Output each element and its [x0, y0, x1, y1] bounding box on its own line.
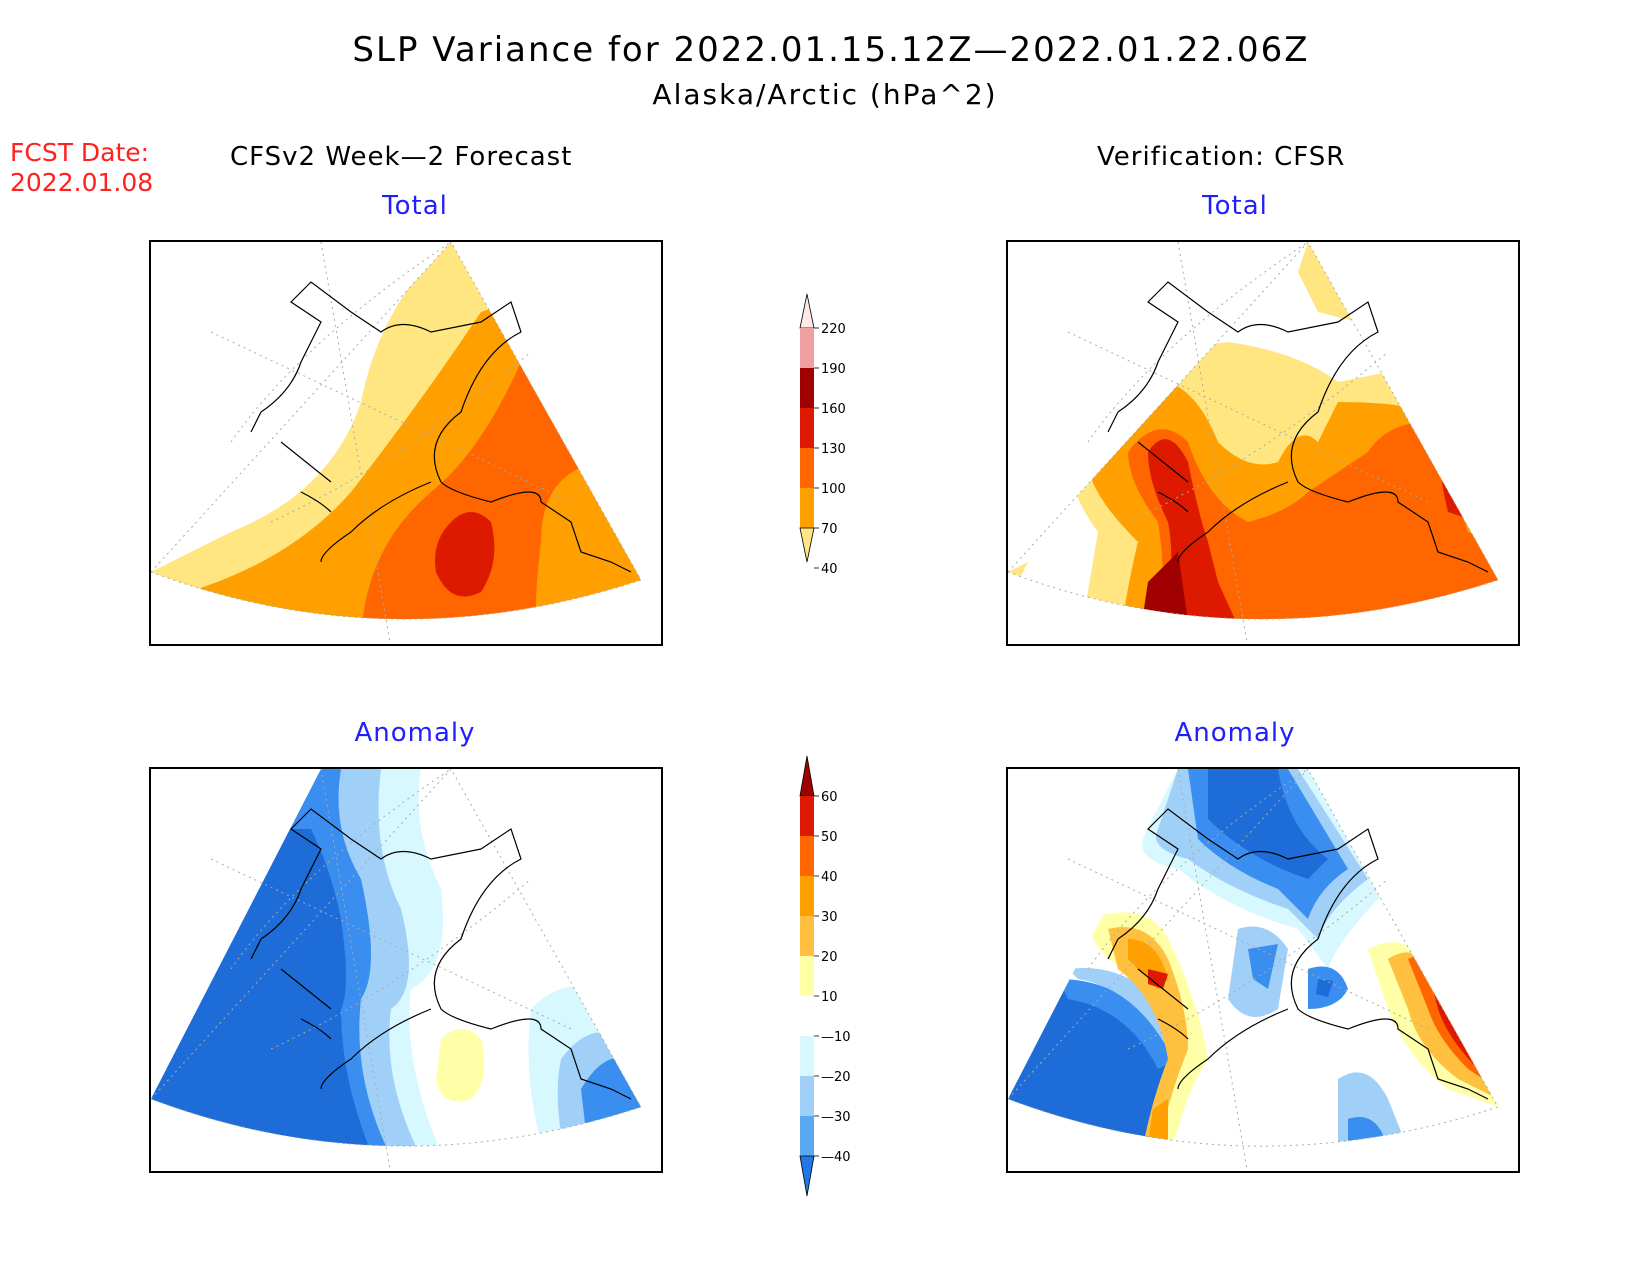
- contour-50-60: [1148, 969, 1168, 989]
- main-subtitle: Alaska/Arctic (hPa^2): [652, 78, 998, 111]
- colorbar-segment: [800, 1076, 814, 1116]
- contour-130-160: [435, 512, 495, 597]
- colorbar-tick-label: 160: [821, 402, 846, 417]
- contour-100-130: [361, 352, 601, 620]
- colorbar-tick-label: 40: [821, 562, 838, 577]
- colorbar-segment: [800, 956, 814, 996]
- colorbar-bottom-arrow: [799, 527, 815, 563]
- contour-10-20: [436, 1029, 485, 1102]
- fcst-date-label: FCST Date:: [10, 138, 150, 167]
- colorbar-tick-label: 10: [821, 990, 838, 1005]
- colorbar-tick-label: —10: [821, 1030, 851, 1045]
- map-forecast-anomaly: [149, 767, 663, 1173]
- colorbar-tick-label: 190: [821, 362, 846, 377]
- colorbar-tick-label: 30: [821, 910, 838, 925]
- colorbar-bottom-arrow: [799, 1155, 815, 1197]
- colorbar-segment: [800, 916, 814, 956]
- colorbar-tick-label: 40: [821, 870, 838, 885]
- contour-north-dark: [1208, 769, 1328, 879]
- colorbar-tick-label: —40: [821, 1150, 851, 1165]
- fcst-date-value: 2022.01.08: [10, 168, 154, 197]
- panel-title-forecast-total: Total: [382, 191, 448, 221]
- colorbar-segment: [800, 488, 814, 528]
- forecast-column-title: CFSv2 Week—2 Forecast: [230, 142, 573, 172]
- contour-10-20: [1088, 912, 1208, 1147]
- map-verification-anomaly-svg: [1008, 769, 1499, 1171]
- contour-20-30: [1108, 927, 1188, 1147]
- map-verification-total: [1006, 240, 1520, 646]
- colorbar-segment: [800, 836, 814, 876]
- main-title: SLP Variance for 2022.01.15.12Z—2022.01.…: [352, 30, 1310, 70]
- panel-title-forecast-anomaly: Anomaly: [354, 718, 476, 748]
- map-forecast-total: [149, 240, 663, 646]
- alaska-coastline: [1107, 281, 1489, 573]
- contour-30-40: [1128, 939, 1168, 1147]
- map-forecast-total-svg: [151, 242, 642, 644]
- colorbar-tick-label: —30: [821, 1110, 851, 1125]
- colorbar-top-arrow: [799, 293, 815, 329]
- colorbar-top-arrow: [799, 755, 815, 797]
- map-verification-anomaly: [1006, 767, 1520, 1173]
- colorbar-tick-label: 220: [821, 322, 846, 337]
- alaska-coastline: [1107, 808, 1489, 1100]
- colorbar-tick-label: 130: [821, 442, 846, 457]
- colorbar-tick-label: 20: [821, 950, 838, 965]
- map-verification-total-svg: [1008, 242, 1499, 644]
- colorbar-tick-label: 100: [821, 482, 846, 497]
- colorbar-segment: [800, 1116, 814, 1156]
- alaska-coastline: [250, 808, 632, 1100]
- map-forecast-anomaly-svg: [151, 769, 642, 1171]
- colorbar-anomaly: 60 50 40 30 20 10 —10 —20 —30 —40: [799, 755, 851, 1197]
- panel-title-verification-anomaly: Anomaly: [1174, 718, 1296, 748]
- alaska-coastline: [250, 281, 632, 573]
- colorbar-tick-label: 60: [821, 790, 838, 805]
- panel-title-verification-total: Total: [1202, 191, 1268, 221]
- contour-minus30-minus40-east: [581, 1057, 641, 1147]
- colorbar-segment: [800, 408, 814, 448]
- colorbar-total: 220 190 160 130 100 70 40: [799, 293, 846, 577]
- contour-interior-mid: [1248, 944, 1278, 989]
- colorbar-segment: [800, 876, 814, 916]
- contour-100-130: [1128, 422, 1498, 620]
- colorbar-tick-label: 50: [821, 830, 838, 845]
- colorbar-segment: [800, 448, 814, 488]
- colorbar-segment: [800, 328, 814, 368]
- contour-interior-dark: [1316, 979, 1333, 997]
- colorbar-tick-label: —20: [821, 1070, 851, 1085]
- colorbar-segment: [800, 1036, 814, 1076]
- colorbar-segment: [800, 796, 814, 836]
- contour-west-mid: [1058, 979, 1178, 1069]
- verification-column-title: Verification: CFSR: [1097, 142, 1346, 172]
- colorbar-segment: [800, 368, 814, 408]
- colorbar-tick-label: 70: [821, 522, 838, 537]
- colorbar-segment: [800, 996, 814, 1036]
